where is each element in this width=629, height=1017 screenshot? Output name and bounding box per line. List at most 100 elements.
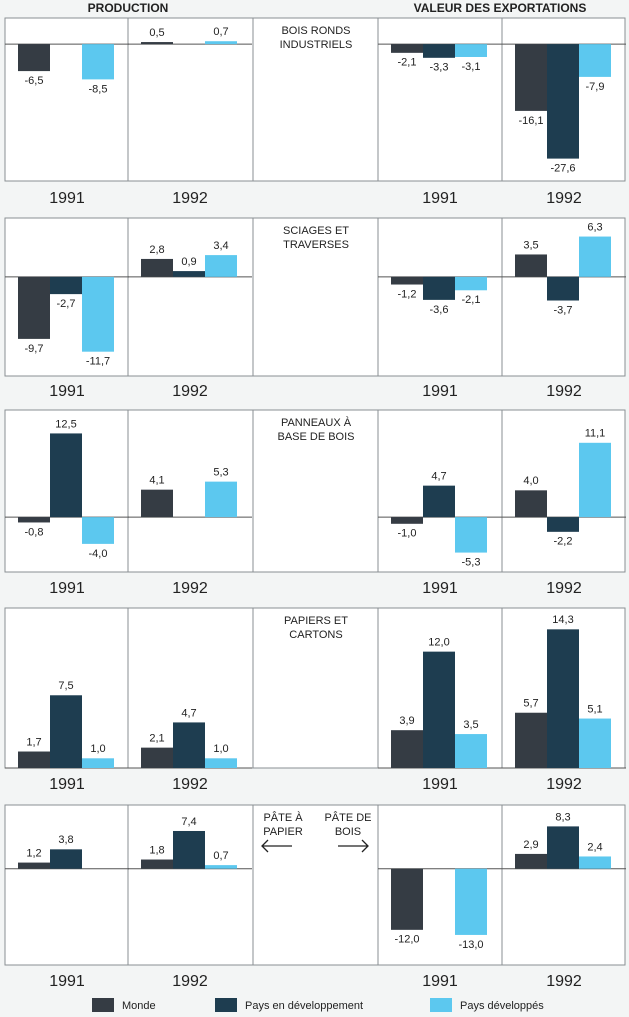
value-label: -27,6 <box>550 163 575 175</box>
bar <box>391 276 423 285</box>
year-label: 1991 <box>422 973 458 990</box>
value-label: -7,9 <box>586 81 605 93</box>
legend-swatch <box>92 998 114 1012</box>
year-label: 1991 <box>49 190 85 207</box>
value-label: -3,3 <box>430 62 449 74</box>
bar <box>50 276 82 295</box>
value-label: -8,5 <box>89 83 108 95</box>
year-label: 1991 <box>422 383 458 400</box>
value-label: 5,1 <box>587 703 602 715</box>
year-label: 1991 <box>49 776 85 793</box>
bar <box>391 44 423 53</box>
bar <box>547 517 579 532</box>
value-label: 2,9 <box>523 839 538 851</box>
bar <box>455 868 487 935</box>
value-label: 0,5 <box>149 27 164 39</box>
year-label: 1992 <box>172 580 208 597</box>
bar <box>173 722 205 768</box>
bar <box>205 41 237 45</box>
value-label: 0,9 <box>181 256 196 268</box>
bar <box>205 255 237 277</box>
year-label: 1992 <box>546 776 582 793</box>
value-label: 4,1 <box>149 475 164 487</box>
row-label: PAPIERS ET <box>284 615 348 627</box>
bar <box>547 276 579 301</box>
bar <box>82 517 114 544</box>
bar <box>141 258 173 277</box>
row-label: SCIAGES ET <box>283 225 349 237</box>
bar <box>579 236 611 277</box>
year-label: 1992 <box>172 190 208 207</box>
bar <box>515 254 547 277</box>
value-label: -6,5 <box>25 75 44 87</box>
bar <box>455 517 487 553</box>
bar <box>455 276 487 291</box>
value-label: -4,0 <box>89 548 108 560</box>
value-label: 3,5 <box>523 239 538 251</box>
row-frame <box>4 804 626 966</box>
bar <box>455 44 487 57</box>
value-label: 7,5 <box>58 680 73 692</box>
value-label: 2,1 <box>149 733 164 745</box>
bar <box>82 758 114 768</box>
value-label: -3,7 <box>554 304 573 316</box>
year-label: 1992 <box>172 776 208 793</box>
value-label: -5,3 <box>462 556 481 568</box>
row-label: PAPIER <box>263 826 303 838</box>
year-label: 1992 <box>546 973 582 990</box>
year-label: 1992 <box>172 383 208 400</box>
bar <box>205 481 237 518</box>
bar <box>547 629 579 768</box>
row-label: BOIS RONDS <box>281 25 350 37</box>
bar <box>18 517 50 523</box>
value-label: 2,8 <box>149 244 164 256</box>
value-label: 3,9 <box>399 715 414 727</box>
value-label: -13,0 <box>458 939 483 951</box>
value-label: -16,1 <box>518 115 543 127</box>
year-label: 1992 <box>172 973 208 990</box>
legend-swatch <box>215 998 237 1012</box>
value-label: 8,3 <box>555 811 570 823</box>
value-label: -9,7 <box>25 343 44 355</box>
value-label: -12,0 <box>394 934 419 946</box>
row-label: BOIS <box>335 826 361 838</box>
value-label: 14,3 <box>552 614 573 626</box>
bar <box>141 42 173 45</box>
value-label: 2,4 <box>587 841 602 853</box>
bar <box>141 489 173 518</box>
bar <box>82 276 114 352</box>
bar <box>391 868 423 930</box>
value-label: 12,0 <box>428 637 449 649</box>
value-label: 4,7 <box>181 707 196 719</box>
legend-swatch <box>430 998 452 1012</box>
row-label: INDUSTRIELS <box>280 39 353 51</box>
bar <box>579 718 611 768</box>
value-label: 4,0 <box>523 475 538 487</box>
header: VALEUR DES EXPORTATIONS <box>414 1 587 15</box>
bar <box>141 859 173 869</box>
bar <box>50 433 82 518</box>
value-label: 0,7 <box>213 26 228 38</box>
header: PRODUCTION <box>88 1 169 15</box>
value-label: 3,8 <box>58 834 73 846</box>
bar <box>391 517 423 524</box>
bar <box>423 485 455 518</box>
bar <box>173 830 205 869</box>
bar <box>50 849 82 869</box>
bar <box>455 734 487 768</box>
bar <box>515 490 547 518</box>
bar <box>547 826 579 869</box>
bar <box>141 747 173 768</box>
row-label: PANNEAUX À <box>281 416 352 429</box>
value-label: 1,7 <box>26 736 41 748</box>
bar <box>423 651 455 768</box>
bar <box>18 44 50 72</box>
value-label: 4,7 <box>431 471 446 483</box>
value-label: -0,8 <box>25 526 44 538</box>
year-label: 1991 <box>49 580 85 597</box>
bar <box>515 44 547 111</box>
bar <box>205 758 237 768</box>
legend-label: Monde <box>122 1000 156 1012</box>
bar <box>205 865 237 869</box>
